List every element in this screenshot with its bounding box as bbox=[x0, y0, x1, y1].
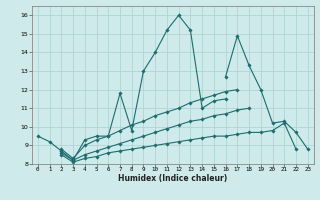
X-axis label: Humidex (Indice chaleur): Humidex (Indice chaleur) bbox=[118, 174, 228, 183]
